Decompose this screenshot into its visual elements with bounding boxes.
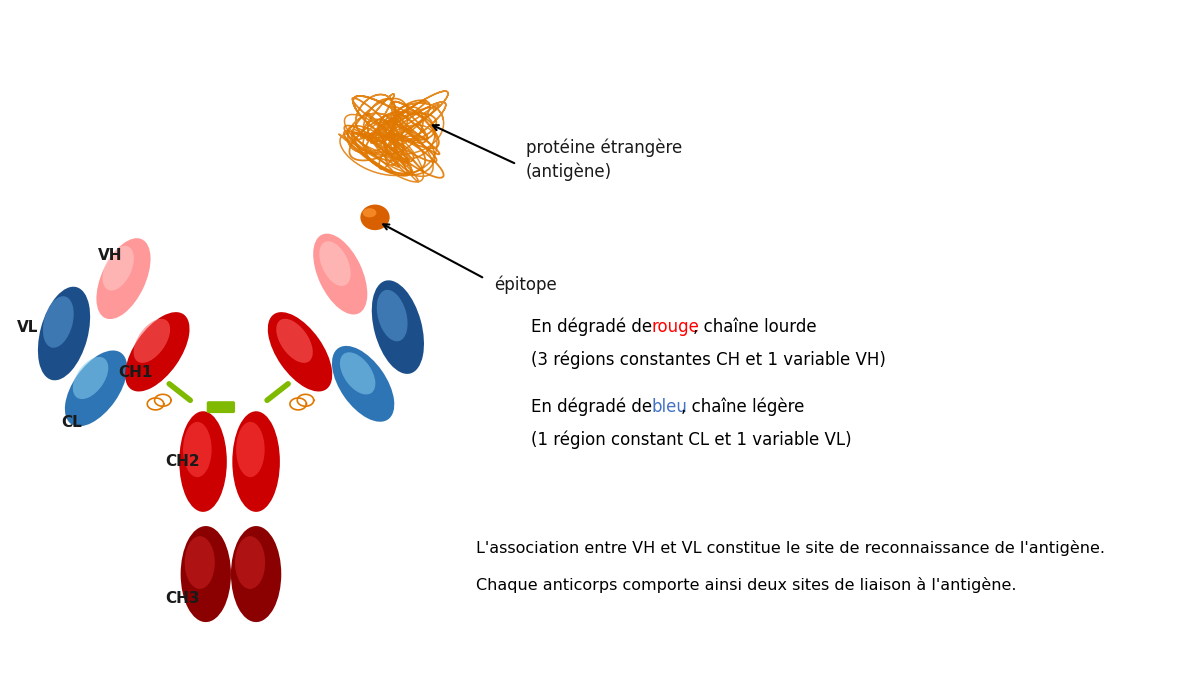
Ellipse shape [73, 357, 108, 399]
Text: CH3: CH3 [166, 591, 200, 606]
Text: En dégradé de: En dégradé de [530, 318, 656, 336]
Text: VL: VL [17, 319, 38, 335]
Ellipse shape [125, 312, 190, 391]
Ellipse shape [43, 296, 73, 348]
Text: (3 régions constantes CH et 1 variable VH): (3 régions constantes CH et 1 variable V… [530, 351, 886, 370]
Text: (1 région constant CL et 1 variable VL): (1 région constant CL et 1 variable VL) [530, 431, 851, 449]
Text: , chaîne légère: , chaîne légère [682, 397, 805, 416]
Text: VH: VH [97, 248, 122, 263]
Ellipse shape [360, 205, 390, 230]
Ellipse shape [96, 238, 150, 319]
Text: CH1: CH1 [118, 365, 152, 380]
Text: bleu: bleu [652, 398, 688, 416]
Ellipse shape [185, 536, 215, 589]
Ellipse shape [313, 234, 367, 315]
Text: En dégradé de: En dégradé de [530, 397, 656, 416]
FancyBboxPatch shape [206, 401, 235, 413]
Text: L'association entre VH et VL constitue le site de reconnaissance de l'antigène.: L'association entre VH et VL constitue l… [475, 540, 1105, 557]
Ellipse shape [362, 208, 377, 218]
Text: CL: CL [61, 415, 82, 430]
Text: Chaque anticorps comporte ainsi deux sites de liaison à l'antigène.: Chaque anticorps comporte ainsi deux sit… [475, 577, 1016, 593]
Ellipse shape [340, 353, 376, 395]
Ellipse shape [236, 422, 265, 477]
Text: épitope: épitope [494, 276, 557, 294]
Ellipse shape [268, 312, 332, 391]
Text: , chaîne lourde: , chaîne lourde [694, 318, 817, 336]
Ellipse shape [102, 246, 134, 291]
Ellipse shape [332, 346, 395, 422]
Ellipse shape [235, 536, 265, 589]
Ellipse shape [377, 290, 408, 341]
Ellipse shape [184, 422, 211, 477]
Ellipse shape [230, 526, 281, 622]
Text: protéine étrangère
(antigène): protéine étrangère (antigène) [526, 138, 682, 181]
Ellipse shape [372, 280, 424, 374]
Ellipse shape [276, 319, 313, 363]
Ellipse shape [38, 287, 90, 380]
Ellipse shape [319, 241, 350, 286]
Ellipse shape [181, 526, 230, 622]
Ellipse shape [133, 319, 170, 363]
Text: CH2: CH2 [166, 454, 200, 469]
Text: rouge: rouge [652, 318, 700, 336]
Ellipse shape [65, 351, 127, 426]
Ellipse shape [179, 412, 227, 512]
Ellipse shape [233, 412, 280, 512]
